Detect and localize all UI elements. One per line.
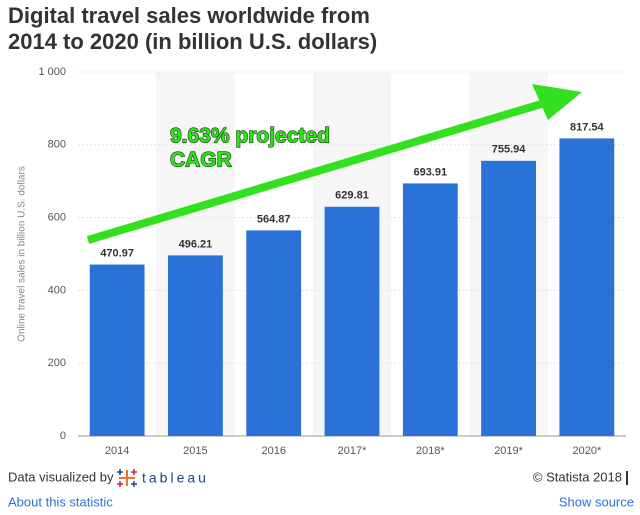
tool-name: tableau [142,470,209,486]
data-label: 693.91 [413,166,447,178]
y-tick-label: 400 [48,284,66,296]
about-link[interactable]: About this statistic [8,494,113,509]
arrow-head [532,84,582,120]
data-label: 470.97 [100,247,134,259]
chart-title: 2014 to 2020 (in billion U.S. dollars) [8,29,377,54]
bar [402,183,458,436]
y-tick-label: 0 [60,430,66,442]
flag-icon [626,471,628,485]
source-link[interactable]: Show source [559,494,634,509]
bar [246,230,302,436]
x-tick-label: 2018* [416,445,445,457]
trend-arrow [86,98,550,244]
y-tick-label: 800 [48,139,66,151]
data-label: 629.81 [335,190,369,202]
chart-title: Digital travel sales worldwide from [8,3,370,28]
annotation: 9.63% projected [170,125,330,148]
bar [168,255,223,436]
bar [481,160,536,437]
x-tick-label: 2019* [494,445,523,457]
data-label: 496.21 [179,238,213,250]
y-tick-label: 1 000 [38,66,66,78]
plot-area: 0 200 400 600 800 1 000 2014 470.97 2015 496.21 20… [38,66,626,457]
bar [559,138,615,436]
footer-text: Data visualized by [8,469,114,484]
x-tick-label: 2015 [183,445,207,457]
data-label: 755.94 [492,144,527,156]
data-label: 564.87 [257,213,291,225]
copyright: © Statista 2018 [533,469,622,484]
x-tick-label: 2017* [338,445,367,457]
y-tick-label: 200 [48,357,66,369]
data-label: 817.54 [570,121,605,133]
y-tick-label: 600 [48,212,66,224]
x-tick-label: 2014 [105,445,129,457]
x-tick-label: 2020* [572,445,601,457]
bar [89,264,145,436]
tableau-logo [117,469,137,487]
x-tick-label: 2016 [261,445,285,457]
annotation: CAGR [170,149,232,172]
y-axis-label: Online travel sales in billion U.S. doll… [17,166,28,342]
bar [324,206,380,436]
